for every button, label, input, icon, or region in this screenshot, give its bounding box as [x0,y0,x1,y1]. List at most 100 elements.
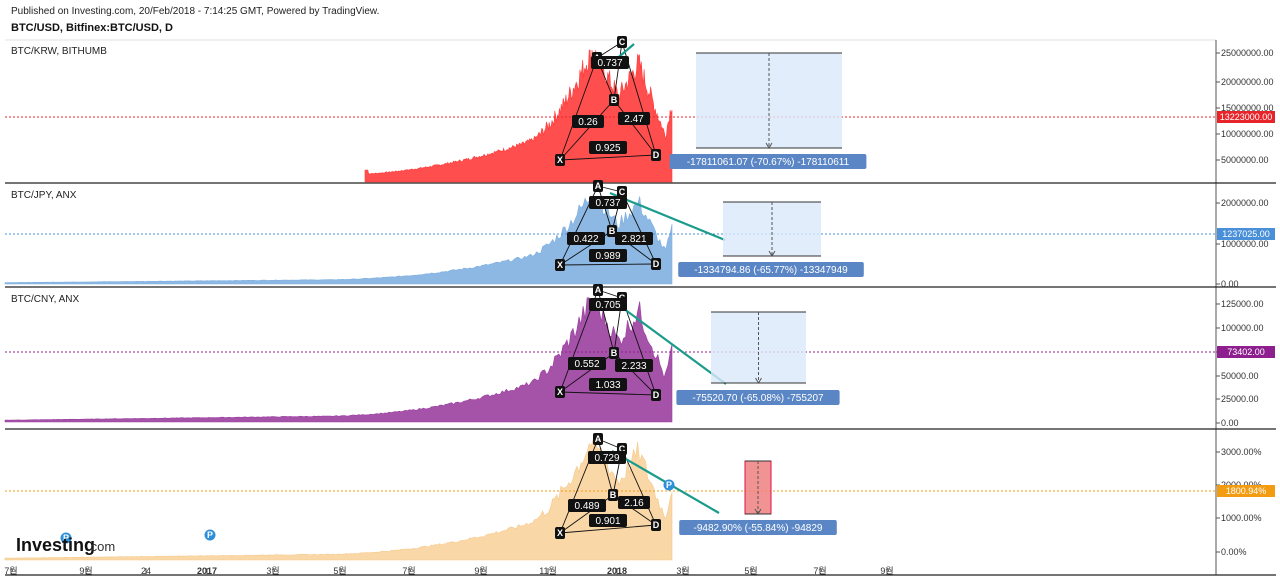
pattern-ratio-label: 2.233 [621,361,646,372]
pattern-line [621,191,657,265]
pattern-point-marker [555,386,565,398]
pattern-point-marker [593,433,603,445]
ratio-badge [589,249,627,262]
pattern-point-label-b: B [610,490,617,500]
panel-symbol-label: BTC/KRW, BITHUMB [11,46,107,57]
pattern-point-label-c: C [619,37,626,47]
pattern-point-label-x: X [557,387,563,397]
ratio-badge [589,298,627,311]
pattern-point-label-d: D [653,259,660,269]
pattern-point-marker [555,527,565,539]
ratio-badge [588,451,626,464]
pattern-line [613,41,623,101]
pattern-line [559,99,615,161]
event-marker-icon [60,532,72,544]
y-tick-label: 20000000.00 [1221,77,1274,87]
y-tick-label: 2000000.00 [1221,198,1269,208]
panel-3: BTC/CNY, ANX125000.00100000.0075000.0050… [4,284,1275,428]
pattern-line [559,391,657,396]
pattern-point-label-c: C [619,444,626,454]
pattern-point-label-a: A [595,285,602,295]
pattern-line [613,99,657,156]
y-tick-label: 15000000.00 [1221,103,1274,113]
ratio-badge [618,112,650,125]
pattern-point-marker [651,149,661,161]
last-price-badge [1217,228,1275,240]
pattern-point-marker [555,154,565,166]
event-marker-icon [663,479,675,491]
pattern-point-label-b: B [609,226,616,236]
measure-label: -17811061.07 (-70.67%) -178110611 [687,157,850,168]
pattern-point-marker [617,36,627,48]
x-tick-label: 7월 [813,565,826,576]
event-marker-label: P [666,480,672,490]
y-tick-label: 25000000.00 [1221,48,1274,58]
ratio-badge [572,115,604,128]
event-marker-icon [204,529,216,541]
pattern-point-marker [609,347,619,359]
investing-logo-text: Investing [16,535,95,555]
pattern-ratio-label: 0.552 [574,359,599,370]
measure-arrow-head [754,508,762,515]
measure-label-badge [679,520,837,535]
ratio-badge [615,232,653,245]
pattern-ratio-label: 0.737 [595,198,620,209]
last-price-label: 73402.00 [1227,347,1265,357]
last-price-badge [1217,346,1275,358]
y-tick-label: 3000.00% [1221,447,1262,457]
x-tick-label: 9월 [880,565,893,576]
pattern-ratio-label: 0.901 [595,516,620,527]
x-tick-label: 9월 [79,565,92,576]
measure-label: -1334794.86 (-65.77%) -13347949 [694,265,848,276]
pattern-line [559,57,598,161]
y-tick-label: 125000.00 [1221,299,1264,309]
pattern-point-label-d: D [653,390,660,400]
pattern-point-label-b: B [611,348,618,358]
ratio-badge [591,56,629,69]
measure-label: -75520.70 (-65.08%) -755207 [692,393,824,404]
pattern-point-label-d: D [653,520,660,530]
ratio-badge [589,378,627,391]
pattern-point-label-a: A [595,181,602,191]
measure-label-badge [669,154,867,169]
pattern-point-marker [651,389,661,401]
panel-1: BTC/KRW, BITHUMB 25000000.00 20000000.00 15… [5,36,1275,183]
y-tick-label: 0.00 [1221,418,1239,428]
x-tick-label: 5월 [333,565,346,576]
y-tick-label: 1000.00% [1221,513,1262,523]
pattern-line [559,154,657,161]
pattern-ratio-label: 2.16 [624,498,644,509]
projection-line [611,299,727,385]
pattern-ratio-label: 0.729 [594,453,619,464]
x-tick-label: 11월 [539,565,557,576]
event-marker-label: P [207,530,213,540]
x-tick-label: 2018 [607,566,627,576]
symbol-title: BTC/USD, Bitfinex:BTC/USD, D [11,22,173,34]
pattern-point-label-x: X [557,528,563,538]
measure-arrow-head [765,142,773,149]
x-tick-label: 9월 [474,565,487,576]
ratio-badge [589,514,627,527]
projection-line [609,191,726,242]
pattern-point-label-b: B [611,95,618,105]
event-marker-label: P [63,533,69,543]
measure-label: -9482.90% (-55.84%) -94829 [694,523,823,534]
ratio-badge [589,141,627,154]
ratio-badge [567,232,605,245]
measure-label-badge [676,390,840,405]
pattern-ratio-label: 0.705 [595,300,620,311]
pattern-ratio-label: 0.26 [578,117,598,128]
x-tick-label: 3월 [266,565,279,576]
pattern-point-label-x: X [557,155,563,165]
pattern-point-marker [617,186,627,198]
pattern-ratio-label: 0.489 [574,501,599,512]
price-area-series [4,196,673,285]
pattern-ratio-label: 0.737 [597,58,622,69]
y-tick-label: 0.00% [1221,547,1247,557]
y-tick-label: 10000000.00 [1221,129,1274,139]
pattern-point-marker [607,225,617,237]
last-price-badge [1217,485,1275,497]
x-tick-label: 5월 [744,565,757,576]
measure-arrow-head [755,377,762,384]
